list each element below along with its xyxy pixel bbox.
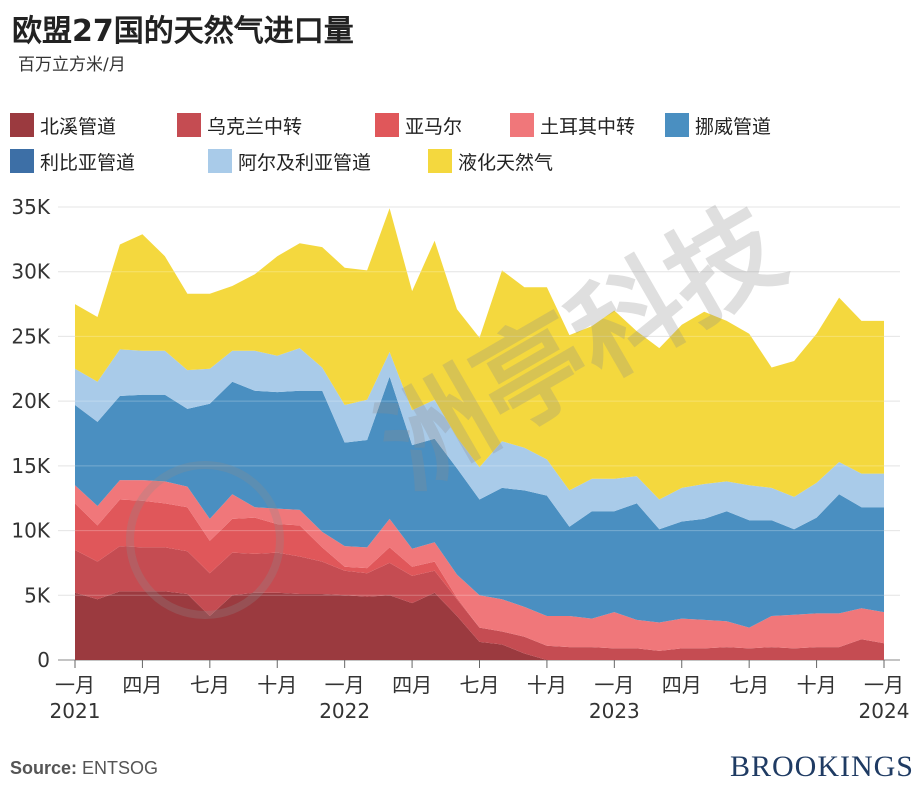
legend-item: 乌克兰中转: [177, 112, 302, 138]
legend-item: 液化天然气: [428, 148, 553, 174]
legend-label: 亚马尔: [405, 115, 463, 138]
legend-swatch: [208, 149, 232, 173]
y-tick-label: 30K: [11, 260, 50, 284]
source-label: Source:: [10, 758, 78, 778]
x-tick-label: 七月: [460, 673, 500, 697]
source-value: ENTSOG: [82, 758, 159, 778]
x-tick-label: 四月: [392, 673, 432, 697]
chart-subtitle: 百万立方米/月: [18, 55, 126, 75]
area-series: [75, 499, 884, 651]
area-series: [75, 208, 884, 500]
chart-title: 欧盟27国的天然气进口量: [12, 14, 354, 49]
legend-swatch: [665, 113, 689, 137]
x-tick-label: 一月: [864, 673, 904, 697]
legend-item: 挪威管道: [665, 112, 771, 138]
legend-item: 北溪管道: [10, 112, 116, 138]
x-tick-label: 四月: [662, 673, 702, 697]
area-series: [75, 376, 884, 628]
legend-swatch: [375, 113, 399, 137]
y-tick-label: 25K: [11, 324, 50, 348]
x-tick-label: 十月: [527, 673, 567, 697]
legend-swatch: [510, 113, 534, 137]
legend-label: 液化天然气: [458, 151, 554, 174]
legend-item: 土耳其中转: [510, 112, 635, 138]
legend-label: 利比亚管道: [40, 151, 136, 174]
y-tick-label: 5K: [24, 583, 51, 607]
x-year-label: 2023: [589, 699, 640, 723]
x-tick-label: 四月: [122, 673, 162, 697]
y-tick-label: 15K: [11, 454, 50, 478]
area-series: [75, 348, 884, 530]
x-tick-label: 一月: [325, 673, 365, 697]
legend-label: 挪威管道: [695, 115, 772, 138]
y-tick-label: 0: [37, 648, 50, 672]
watermark-circle: [126, 461, 284, 619]
legend-label: 乌克兰中转: [207, 115, 303, 138]
source-note: Source: ENTSOG: [10, 758, 158, 779]
area-series: [75, 480, 884, 651]
legend-item: 亚马尔: [375, 112, 462, 138]
x-tick-label: 十月: [257, 673, 297, 697]
legend-swatch: [177, 113, 201, 137]
legend-label: 北溪管道: [40, 115, 117, 138]
legend-label: 阿尔及利亚管道: [238, 151, 372, 174]
x-tick-label: 一月: [55, 673, 95, 697]
legend-swatch: [10, 113, 34, 137]
legend-swatch: [428, 149, 452, 173]
y-tick-label: 35K: [11, 195, 50, 219]
legend-label: 土耳其中转: [540, 115, 636, 138]
x-tick-label: 十月: [797, 673, 837, 697]
x-tick-label: 七月: [190, 673, 230, 697]
x-year-label: 2024: [859, 699, 910, 723]
area-series: [75, 591, 884, 660]
x-year-label: 2022: [319, 699, 370, 723]
y-tick-label: 10K: [11, 519, 50, 543]
x-tick-label: 一月: [594, 673, 634, 697]
legend-item: 阿尔及利亚管道: [208, 148, 371, 174]
y-tick-label: 20K: [11, 389, 50, 413]
brand-logo: BROOKINGS: [729, 750, 914, 783]
x-year-label: 2021: [50, 699, 101, 723]
x-tick-label: 七月: [729, 673, 769, 697]
legend-item: 利比亚管道: [10, 148, 135, 174]
area-series: [75, 546, 884, 660]
legend-swatch: [10, 149, 34, 173]
